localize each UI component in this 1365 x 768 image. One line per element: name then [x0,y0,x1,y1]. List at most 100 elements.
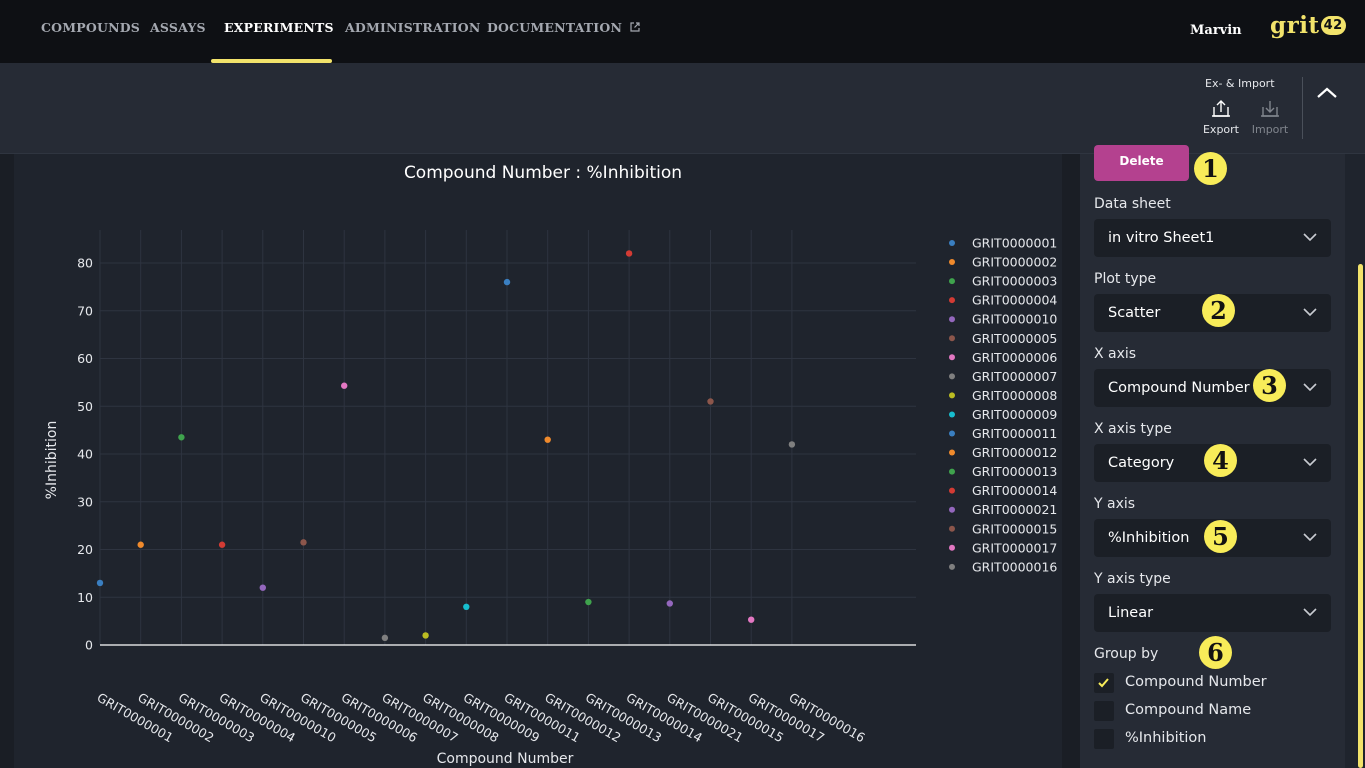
data-point[interactable] [666,600,673,607]
data-point[interactable] [381,634,389,642]
legend-marker[interactable] [949,316,955,323]
data-point[interactable] [707,398,714,405]
scatter-chart: Compound Number : %Inhibition 0 10 20 30 40 5… [44,163,1057,767]
nav-documentation[interactable]: DOCUMENTATION [487,20,640,35]
data-point[interactable] [788,441,796,448]
legend-marker[interactable] [949,506,955,513]
nav-compounds[interactable]: COMPOUNDS [41,20,140,35]
nav-administration[interactable]: ADMINISTRATION [345,20,481,35]
x-axis-value: Compound Number [1108,380,1250,396]
chevron-down-icon [1303,233,1317,242]
legend-entry[interactable]: GRIT0000007 [972,369,1057,384]
data-point[interactable] [625,250,633,257]
export-button[interactable]: Export [1201,99,1241,136]
checkbox-unchecked[interactable] [1094,701,1114,721]
chevron-down-icon [1303,608,1317,617]
data-point[interactable] [748,616,755,623]
data-point[interactable] [178,434,185,441]
nav-documentation-label: DOCUMENTATION [487,20,623,35]
legend-marker[interactable] [949,392,955,399]
legend-entry[interactable]: GRIT0000005 [972,331,1057,346]
delete-plot-button[interactable]: Delete [1094,145,1189,181]
legend-entry[interactable]: GRIT0000006 [972,350,1057,365]
legend-entry[interactable]: GRIT0000014 [972,483,1057,498]
legend-entry[interactable]: GRIT0000011 [972,426,1057,441]
legend-entry[interactable]: GRIT0000008 [972,388,1057,403]
legend-marker[interactable] [949,544,955,551]
legend-entry[interactable]: GRIT0000012 [972,445,1057,460]
scrollbar-thumb[interactable] [1358,264,1363,768]
legend-entry[interactable]: GRIT0000016 [972,559,1057,574]
y-axis-type-select[interactable]: Linear [1094,594,1331,632]
legend-marker[interactable] [949,449,955,456]
data-point[interactable] [218,541,226,548]
y-tick-label: 60 [77,351,93,366]
data-point[interactable] [96,579,104,587]
step-badge-2: 2 [1202,294,1235,327]
legend-entry[interactable]: GRIT0000009 [972,407,1057,422]
panel-gutter [1062,154,1080,768]
step-badge-4: 4 [1204,444,1237,477]
y-tick-label: 80 [77,256,93,271]
checkmark-icon [1098,678,1109,688]
data-point[interactable] [585,598,592,606]
import-button[interactable]: Import [1250,99,1290,136]
legend-entry[interactable]: GRIT0000002 [972,255,1057,270]
data-point[interactable] [463,603,470,610]
legend-marker[interactable] [949,430,955,437]
legend-marker[interactable] [949,297,955,304]
legend-marker[interactable] [949,525,955,532]
legend-entry[interactable]: GRIT0000021 [972,502,1057,517]
checkbox-unchecked[interactable] [1094,729,1114,749]
data-point[interactable] [544,436,551,443]
legend-entry[interactable]: GRIT0000003 [972,274,1057,289]
legend-entry[interactable]: GRIT0000017 [972,540,1057,555]
chevron-down-icon [1303,533,1317,542]
data-point[interactable] [300,539,307,546]
group-by-option-label: Compound Name [1125,702,1252,718]
y-tick-label: 0 [85,638,93,653]
legend-marker[interactable] [949,354,955,361]
data-point[interactable] [422,632,429,639]
y-axis-type-label: Y axis type [1094,571,1171,587]
data-point[interactable] [341,382,348,389]
export-icon [1212,100,1230,117]
checkbox-checked[interactable] [1094,673,1114,693]
data-sheet-select[interactable]: in vitro Sheet1 [1094,219,1331,257]
legend-marker[interactable] [949,278,955,285]
legend-marker[interactable] [949,563,955,570]
legend-entry[interactable]: GRIT0000010 [972,312,1057,327]
legend-marker[interactable] [949,373,955,380]
step-badge-5: 5 [1204,520,1237,553]
top-navigation: COMPOUNDS ASSAYS EXPERIMENTS ADMINISTRAT… [0,0,1365,63]
y-tick-label: 50 [77,399,93,414]
x-axis-select[interactable]: Compound Number [1094,369,1331,407]
chevron-down-icon [1303,308,1317,317]
data-point[interactable] [503,278,511,286]
legend-entry[interactable]: GRIT0000015 [972,521,1057,536]
legend-marker[interactable] [949,487,955,494]
y-axis-label-field: Y axis [1094,496,1136,512]
nav-experiments[interactable]: EXPERIMENTS [224,20,334,35]
plot-type-label: Plot type [1094,271,1157,287]
grit42-logo[interactable]: grit 42 [1270,12,1346,39]
data-point[interactable] [259,584,266,591]
collapse-toolbar-button[interactable] [1315,83,1339,103]
user-name[interactable]: Marvin [1190,23,1242,38]
ex-import-group-label: Ex- & Import [1205,77,1275,90]
logo-text: grit [1270,12,1320,39]
legend-entry[interactable]: GRIT0000004 [972,293,1057,308]
nav-assays[interactable]: ASSAYS [150,20,206,35]
legend-marker[interactable] [949,335,955,342]
chevron-down-icon [1303,383,1317,392]
legend-marker[interactable] [949,259,955,266]
step-badge-6: 6 [1199,636,1232,669]
legend-marker[interactable] [949,240,955,246]
legend-marker[interactable] [949,411,955,418]
data-point[interactable] [137,541,144,548]
export-label: Export [1202,123,1239,136]
legend-marker[interactable] [949,468,955,475]
legend-entry[interactable]: GRIT0000001 [972,236,1057,251]
toolbar: Ex- & Import Export Import [0,63,1365,154]
legend-entry[interactable]: GRIT0000013 [972,464,1057,479]
